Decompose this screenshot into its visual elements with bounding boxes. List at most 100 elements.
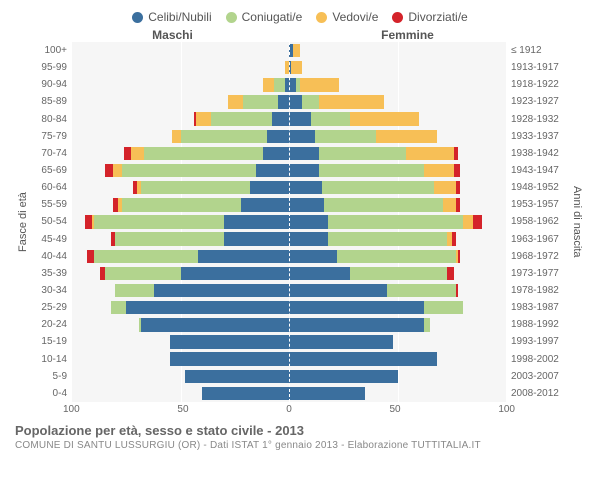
bar-segment bbox=[154, 284, 289, 297]
bar-segment bbox=[289, 267, 350, 280]
bar-segment bbox=[458, 250, 460, 263]
bar-segment bbox=[289, 164, 319, 177]
legend-item: Coniugati/e bbox=[226, 10, 303, 24]
chart-subtitle: COMUNE DI SANTU LUSSURGIU (OR) - Dati IS… bbox=[15, 440, 585, 451]
bar-segment bbox=[434, 181, 456, 194]
bar-segment bbox=[454, 147, 458, 160]
legend: Celibi/NubiliConiugati/eVedovi/eDivorzia… bbox=[15, 10, 585, 24]
bar-segment bbox=[293, 44, 300, 57]
x-tick: 0 bbox=[286, 404, 292, 415]
bar-segment bbox=[172, 130, 181, 143]
bar-segment bbox=[131, 147, 144, 160]
center-axis bbox=[289, 42, 290, 402]
bar-segment bbox=[267, 130, 289, 143]
bar-segment bbox=[376, 130, 437, 143]
bar-segment bbox=[452, 232, 456, 245]
bar-segment bbox=[144, 147, 263, 160]
bar-segment bbox=[387, 284, 456, 297]
x-tick: 50 bbox=[389, 404, 400, 415]
bar-segment bbox=[170, 352, 289, 365]
bar-segment bbox=[454, 164, 461, 177]
x-axis-ticks: 100 50 0 50 100 bbox=[63, 404, 515, 415]
bar-segment bbox=[447, 267, 454, 280]
bar-segment bbox=[122, 164, 257, 177]
x-tick: 100 bbox=[498, 404, 515, 415]
bar-segment bbox=[181, 267, 290, 280]
bar-segment bbox=[278, 95, 289, 108]
bar-segment bbox=[289, 130, 315, 143]
bar-segment bbox=[311, 112, 350, 125]
bar-segment bbox=[319, 147, 406, 160]
bar-segment bbox=[105, 164, 114, 177]
bar-segment bbox=[337, 250, 456, 263]
bar-segment bbox=[211, 112, 272, 125]
bar-segment bbox=[302, 95, 319, 108]
bar-segment bbox=[196, 112, 211, 125]
bar-segment bbox=[263, 78, 274, 91]
bar-segment bbox=[274, 78, 285, 91]
bar-segment bbox=[105, 267, 181, 280]
bar-segment bbox=[289, 112, 311, 125]
legend-dot bbox=[132, 12, 143, 23]
bar-segment bbox=[289, 147, 319, 160]
bar-segment bbox=[122, 198, 241, 211]
bar-segment bbox=[300, 78, 339, 91]
bar-segment bbox=[315, 130, 376, 143]
bar-segment bbox=[113, 164, 122, 177]
bar-segment bbox=[289, 335, 393, 348]
bar-segment bbox=[289, 95, 302, 108]
bar-segment bbox=[289, 181, 322, 194]
bar-segment bbox=[473, 215, 482, 228]
bar-segment bbox=[289, 387, 365, 400]
chart-footer: Popolazione per età, sesso e stato civil… bbox=[15, 423, 585, 451]
legend-label: Celibi/Nubili bbox=[148, 10, 211, 24]
bar-segment bbox=[319, 164, 423, 177]
bar-segment bbox=[289, 250, 337, 263]
x-tick: 100 bbox=[63, 404, 80, 415]
bar-segment bbox=[141, 318, 289, 331]
bar-segment bbox=[170, 335, 289, 348]
bar-segment bbox=[406, 147, 454, 160]
y-axis-label-left: Fasce di età bbox=[15, 42, 31, 402]
bar-segment bbox=[141, 181, 250, 194]
bar-segment bbox=[328, 215, 463, 228]
bar-segment bbox=[202, 387, 289, 400]
bar-segment bbox=[291, 61, 302, 74]
bar-segment bbox=[241, 198, 289, 211]
bar-segment bbox=[185, 370, 289, 383]
bar-segment bbox=[463, 215, 474, 228]
bar-segment bbox=[115, 284, 154, 297]
bar-segment bbox=[289, 352, 437, 365]
bar-segment bbox=[243, 95, 278, 108]
bar-segment bbox=[289, 301, 424, 314]
bar-segment bbox=[424, 301, 463, 314]
male-header: Maschi bbox=[15, 28, 290, 42]
bar-segment bbox=[324, 198, 443, 211]
bar-segment bbox=[198, 250, 289, 263]
bar-segment bbox=[424, 164, 454, 177]
gender-headers: Maschi Femmine bbox=[15, 28, 585, 42]
bar-segment bbox=[126, 301, 289, 314]
bar-segment bbox=[263, 147, 289, 160]
bar-segment bbox=[224, 215, 289, 228]
x-tick: 50 bbox=[177, 404, 188, 415]
legend-label: Coniugati/e bbox=[242, 10, 303, 24]
bar-segment bbox=[289, 232, 328, 245]
legend-dot bbox=[316, 12, 327, 23]
bar-segment bbox=[443, 198, 456, 211]
x-axis: 100 50 0 50 100 bbox=[15, 404, 585, 415]
bar-segment bbox=[456, 284, 458, 297]
chart-title: Popolazione per età, sesso e stato civil… bbox=[15, 423, 585, 438]
female-header: Femmine bbox=[290, 28, 585, 42]
legend-label: Vedovi/e bbox=[332, 10, 378, 24]
bar-segment bbox=[256, 164, 289, 177]
bar-segment bbox=[350, 112, 419, 125]
population-pyramid: Fasce di età 100+95-9990-9485-8980-8475-… bbox=[15, 42, 585, 402]
bar-segment bbox=[94, 250, 198, 263]
legend-dot bbox=[392, 12, 403, 23]
bar-segment bbox=[322, 181, 435, 194]
legend-item: Celibi/Nubili bbox=[132, 10, 211, 24]
bar-segment bbox=[250, 181, 289, 194]
bar-segment bbox=[289, 284, 387, 297]
bar-segment bbox=[289, 215, 328, 228]
